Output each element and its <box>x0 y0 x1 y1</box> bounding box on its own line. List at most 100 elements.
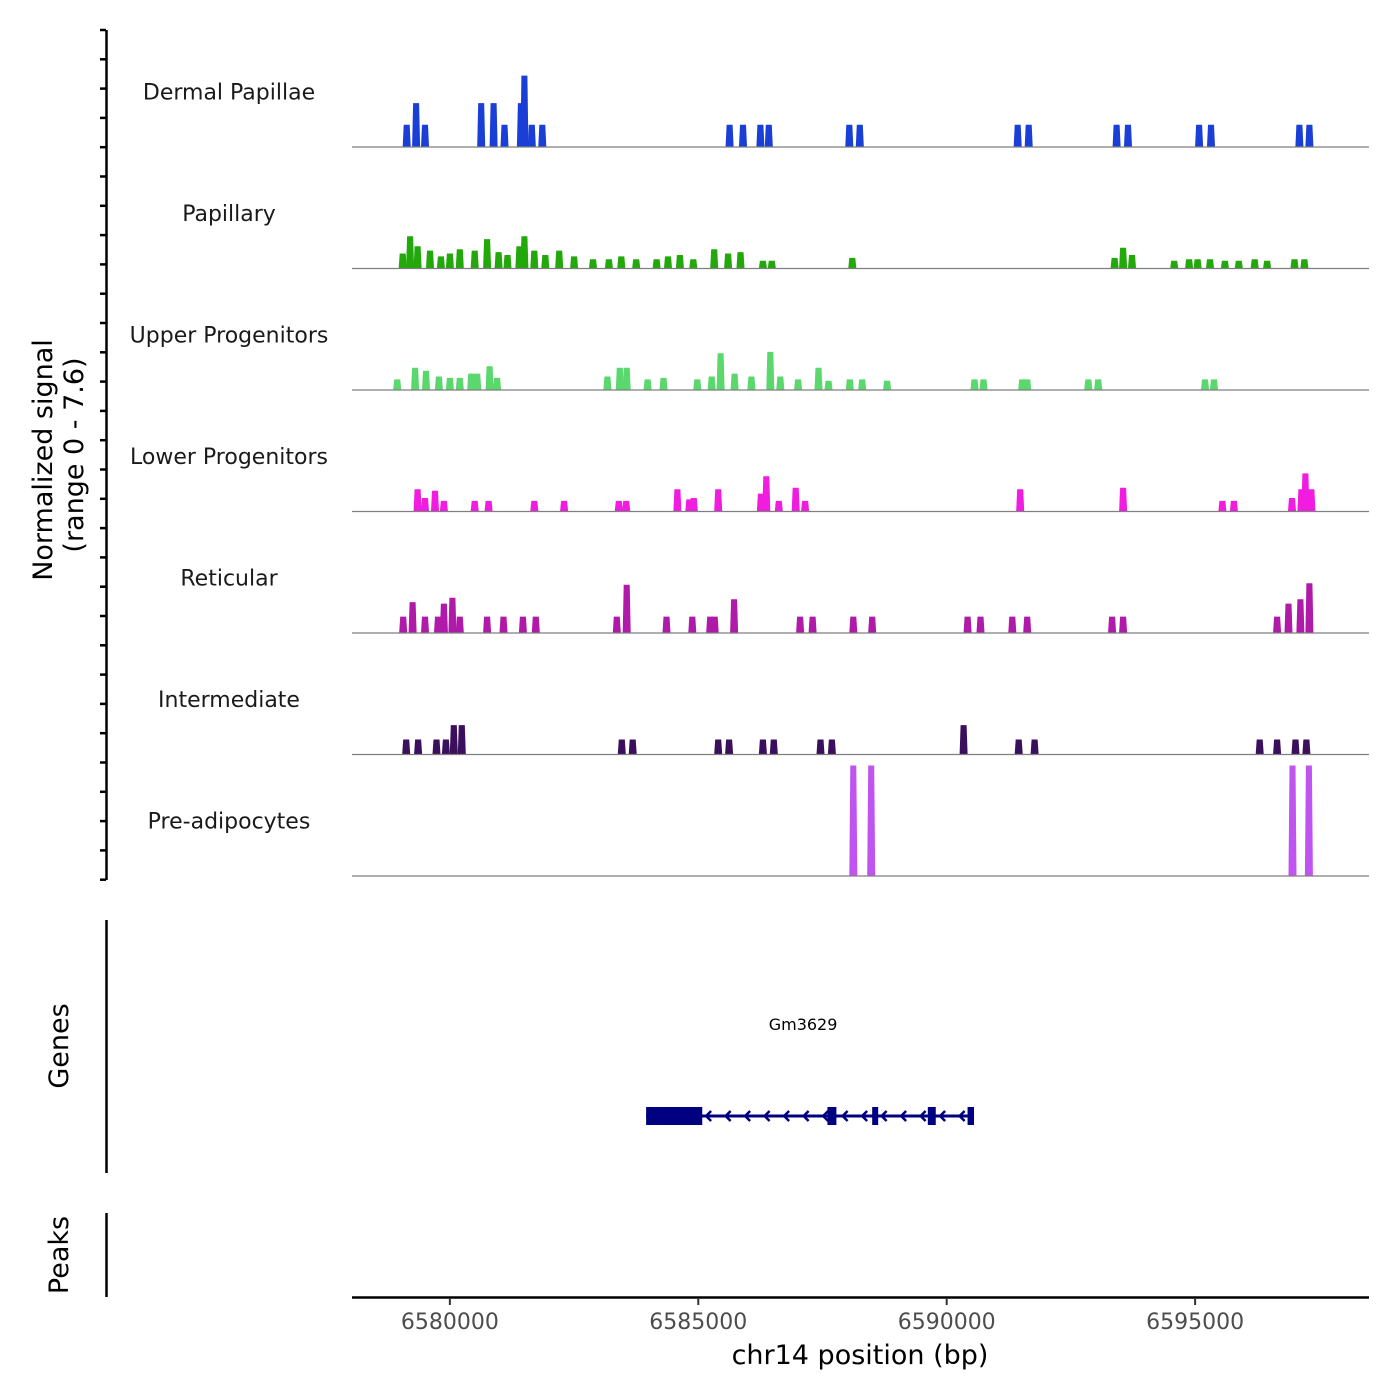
signal-peak <box>457 725 466 754</box>
signal-peak <box>762 476 771 511</box>
signal-peak <box>659 377 668 390</box>
signal-peak <box>455 377 464 390</box>
track-label: Upper Progenitors <box>130 324 329 349</box>
strand-arrow <box>782 1110 791 1122</box>
y-axis-title-line1: Normalized signal <box>28 339 59 581</box>
signal-peak <box>1030 739 1039 754</box>
signal-peak <box>868 616 877 633</box>
strand-arrow <box>801 1110 810 1122</box>
signal-peak <box>1119 487 1128 511</box>
signal-peak <box>622 584 631 633</box>
signal-peak <box>1108 616 1117 633</box>
x-tick-label: 6585000 <box>649 1310 747 1335</box>
signal-peak <box>1300 259 1309 268</box>
signal-peak <box>970 379 979 390</box>
signal-peak <box>436 256 445 268</box>
signal-peak <box>1284 603 1293 633</box>
signal-peak <box>421 616 429 633</box>
signal-peak <box>710 249 719 268</box>
gene-exon <box>872 1107 879 1125</box>
signal-peak <box>467 373 476 390</box>
signal-peak <box>483 239 492 268</box>
signal-peak <box>421 124 429 147</box>
signal-peak <box>402 124 411 147</box>
signal-peak <box>688 616 697 633</box>
signal-peak <box>445 377 454 390</box>
signal-peak <box>673 489 682 511</box>
signal-peak <box>849 765 858 876</box>
signal-peak <box>979 379 988 390</box>
signal-peak <box>1008 616 1017 633</box>
signal-peak <box>689 498 698 511</box>
signal-peak <box>1291 739 1300 754</box>
signal-peak <box>764 124 773 147</box>
track-pre-adipocytes: Pre-adipocytes <box>148 765 1369 877</box>
signal-peak <box>449 725 458 754</box>
signal-peak <box>520 236 529 268</box>
signal-peak <box>714 739 723 754</box>
signal-peak <box>1305 124 1314 147</box>
signal-peak <box>689 259 698 268</box>
signal-peak <box>470 250 479 268</box>
signal-peak <box>520 75 529 147</box>
signal-peak <box>758 739 767 754</box>
track-papillary: Papillary <box>182 202 1369 270</box>
signal-peak <box>1301 473 1310 511</box>
signal-peak <box>1170 260 1179 268</box>
signal-peak <box>1288 498 1296 511</box>
signal-peak <box>959 725 968 754</box>
signal-peak <box>758 260 767 268</box>
signal-peak <box>493 377 502 390</box>
signal-peak <box>470 500 479 511</box>
signal-peak <box>976 616 985 633</box>
signal-peak <box>707 376 716 390</box>
x-axis-title: chr14 position (bp) <box>732 1340 989 1371</box>
signal-peak <box>710 616 719 633</box>
signal-peak <box>1302 739 1311 754</box>
signal-peak <box>796 616 805 633</box>
gene-exon <box>827 1107 837 1125</box>
x-tick-label: 6580000 <box>401 1310 499 1335</box>
strand-arrow <box>938 1110 947 1122</box>
track-label: Pre-adipocytes <box>148 810 311 835</box>
signal-peak <box>531 616 540 633</box>
signal-peak <box>426 250 434 268</box>
signal-peak <box>445 253 454 268</box>
signal-peak <box>413 489 422 511</box>
signal-peak <box>615 367 624 390</box>
signal-peak <box>1110 257 1119 268</box>
x-tick-label: 6590000 <box>898 1310 996 1335</box>
gene-exon <box>967 1107 975 1125</box>
signal-peak <box>1124 124 1132 147</box>
signal-peak <box>664 256 672 268</box>
signal-peak <box>1128 255 1136 268</box>
signal-peak <box>1290 259 1299 268</box>
signal-peak <box>827 739 836 754</box>
signal-peak <box>1234 260 1243 268</box>
signal-peak <box>1273 616 1282 633</box>
signal-peak <box>725 124 734 147</box>
signal-peak <box>1119 247 1128 268</box>
signal-peak <box>1255 739 1264 754</box>
signal-peak <box>530 500 539 511</box>
signal-peak <box>1094 379 1103 390</box>
strand-arrow <box>762 1110 771 1122</box>
signal-peak <box>518 616 527 633</box>
signal-peak <box>570 256 579 268</box>
signal-peak <box>730 373 739 390</box>
signal-peak <box>747 376 756 390</box>
signal-peak <box>603 376 612 390</box>
signal-peak <box>769 739 778 754</box>
signal-peak <box>434 376 443 390</box>
signal-peak <box>398 253 407 268</box>
gene-exon <box>927 1107 936 1125</box>
track-label: Lower Progenitors <box>130 445 328 470</box>
gene-track: Gm3629 <box>646 1015 975 1125</box>
signal-peak <box>1016 489 1025 511</box>
signal-peak <box>414 739 423 754</box>
signal-peak <box>714 489 723 511</box>
signal-peak <box>1304 765 1313 876</box>
signal-peak <box>434 616 442 633</box>
track-label: Intermediate <box>158 688 300 713</box>
